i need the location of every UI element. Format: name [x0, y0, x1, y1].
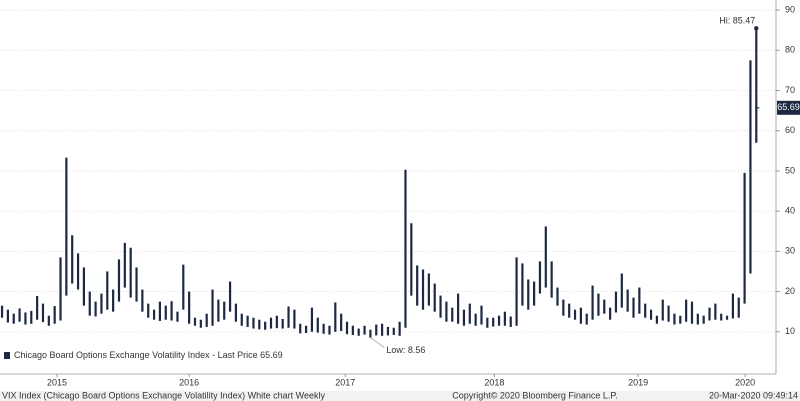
x-tick-label: 2016 — [179, 377, 199, 387]
x-tick-label: 2020 — [735, 377, 755, 387]
low-marker — [370, 337, 385, 348]
y-tick-label: 10 — [785, 326, 795, 336]
x-tick-label: 2018 — [484, 377, 504, 387]
legend-label: Chicago Board Options Exchange Volatilit… — [14, 350, 283, 360]
footer-center: Copyright© 2020 Bloomberg Finance L.P. — [452, 390, 618, 400]
low-annotation: Low: 8.56 — [386, 345, 425, 355]
x-tick-label: 2019 — [628, 377, 648, 387]
y-tick-label: 30 — [785, 246, 795, 256]
x-tick-label: 2017 — [335, 377, 355, 387]
last-price-tag — [777, 100, 800, 115]
high-marker — [754, 26, 759, 31]
y-tick-label: 80 — [785, 45, 795, 55]
high-annotation: Hi: 85.47 — [719, 16, 755, 26]
y-tick-label: 70 — [785, 85, 795, 95]
legend-last: 65.69 — [260, 350, 283, 360]
x-tick-label: 2015 — [47, 377, 67, 387]
legend-swatch — [4, 352, 10, 359]
footer-band — [0, 391, 800, 401]
footer-right: 20-Mar-2020 09:49:14 — [709, 390, 798, 400]
footer-left: VIX Index (Chicago Board Options Exchang… — [2, 390, 325, 400]
legend-name: Chicago Board Options Exchange Volatilit… — [14, 350, 258, 360]
last-price-label: 65.69 — [777, 102, 800, 112]
y-tick-label: 60 — [785, 125, 795, 135]
y-tick-label: 50 — [785, 165, 795, 175]
y-tick-label: 90 — [785, 4, 795, 14]
y-tick-label: 40 — [785, 206, 795, 216]
y-tick-label: 20 — [785, 286, 795, 296]
